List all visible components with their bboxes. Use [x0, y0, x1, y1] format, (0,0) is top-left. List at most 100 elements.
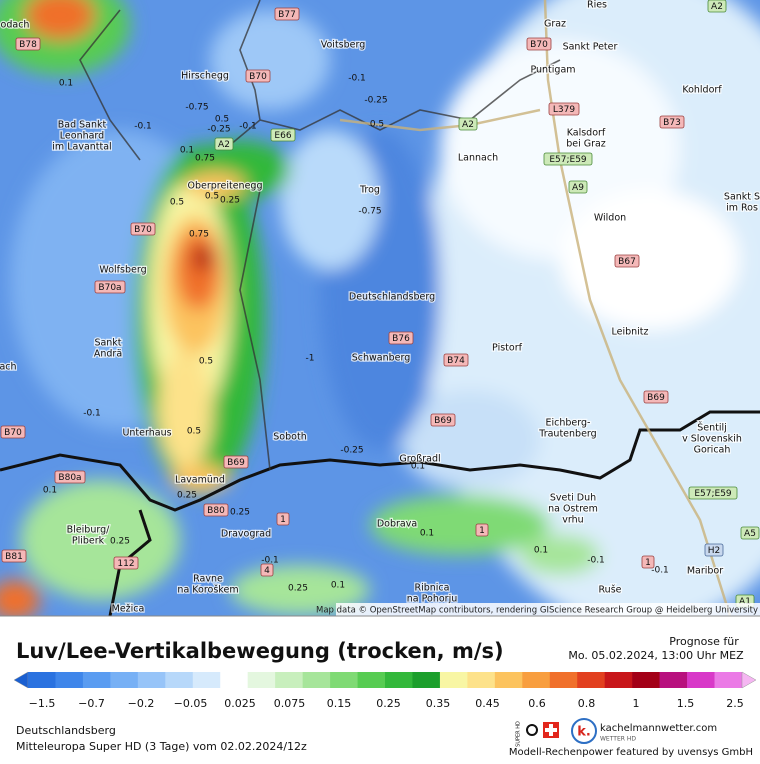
colorbar-cell	[110, 672, 139, 688]
contour-label: 0.75	[195, 154, 215, 164]
road-label: B69	[434, 416, 452, 426]
colorbar-cell	[28, 672, 56, 688]
road-label: 1	[280, 515, 286, 525]
attribution: Map data © OpenStreetMap contributors, r…	[316, 606, 758, 616]
contour-label: -0.1	[239, 122, 257, 132]
road-label: A5	[744, 529, 756, 539]
colorbar-end	[741, 671, 757, 689]
place-label: Schwanberg	[352, 353, 411, 364]
place-label: Andrä	[94, 349, 122, 360]
contour-label: 0.1	[420, 529, 434, 539]
road-label: B69	[647, 393, 665, 403]
contour-label: -0.25	[340, 446, 363, 456]
colorbar-tick: 0.25	[376, 697, 401, 710]
road-label: A2	[218, 140, 230, 150]
contour-label: 0.25	[177, 491, 197, 501]
contour-label: 0.5	[187, 427, 201, 437]
road-badge	[94, 280, 126, 294]
colorbar-cell	[714, 672, 743, 688]
place-label: Sankt	[94, 338, 121, 349]
place-label: Eichberg-	[546, 418, 591, 429]
road-label: A2	[462, 120, 474, 130]
map: odach Voitsberg Hirschegg Bad SanktLeonhard…	[0, 0, 760, 616]
road-label: B67	[618, 257, 636, 267]
colorbar-tick: 2.5	[726, 697, 744, 710]
place-label: Großradl	[399, 454, 440, 465]
road-label: B78	[19, 40, 37, 50]
road-badge	[270, 128, 296, 142]
road-badge	[214, 137, 234, 151]
road-badge	[475, 523, 489, 537]
road-badge	[443, 353, 469, 367]
colorbar-end	[13, 671, 29, 689]
place-label: Ries	[587, 0, 607, 11]
contour-label: 0.1	[331, 581, 345, 591]
place-label: Graz	[544, 19, 566, 30]
contour-label: 0.25	[220, 196, 240, 206]
road-label: B70	[530, 40, 548, 50]
place-label: Trautenberg	[538, 429, 596, 440]
colorbar-tick: 0.6	[528, 697, 546, 710]
place-label: Soboth	[273, 432, 306, 443]
place-label: Deutschlandsberg	[349, 292, 435, 303]
contour-label: 0.5	[205, 192, 219, 202]
place-label: Wildon	[594, 213, 626, 224]
place-label: im Ros	[726, 203, 758, 214]
model-run: Mitteleuropa Super HD (3 Tage) vom 02.02…	[16, 740, 307, 753]
colorbar-cell	[137, 672, 166, 688]
road-badge	[641, 555, 655, 569]
contour-label: 0.1	[411, 462, 425, 472]
colorbar-cell	[687, 672, 715, 688]
contour-label: -0.1	[134, 122, 152, 132]
road-label: E66	[274, 131, 291, 141]
colorbar-tick: 0.15	[327, 697, 352, 710]
road-badge	[276, 512, 290, 526]
place-label: Bleiburg/	[67, 525, 110, 536]
place-label: Voitsberg	[321, 40, 366, 51]
place-label: na Koroškem	[177, 585, 238, 596]
contour-label: -1	[306, 354, 315, 364]
contour-label: 0.75	[189, 230, 209, 240]
road-label: B70	[134, 225, 152, 235]
contour-label: 0.5	[170, 198, 184, 208]
colorbar-cell	[439, 672, 468, 688]
labels: odach Voitsberg Hirschegg Bad SanktLeonhard…	[0, 0, 760, 616]
colorbar-tick: 1.5	[677, 697, 695, 710]
colorbar-tick: 0.45	[475, 697, 500, 710]
road-label: 4	[264, 566, 270, 576]
contour-label: 0.25	[110, 537, 130, 547]
place-label: vrhu	[562, 515, 583, 526]
colorbar-cell	[192, 672, 221, 688]
road-badge	[223, 455, 249, 469]
contour-label: 0.1	[180, 146, 194, 156]
road-badge	[688, 486, 738, 500]
colorbar-cell	[412, 672, 441, 688]
place-label: Šentilj	[697, 422, 727, 434]
road-badge	[430, 413, 456, 427]
colorbar-cell	[275, 672, 303, 688]
road-label: B80	[207, 506, 225, 516]
road-badge	[704, 543, 724, 557]
road-label: L379	[553, 105, 575, 115]
site: kachelmannwetter.com	[600, 723, 717, 734]
colorbar-cell	[385, 672, 413, 688]
road-badge	[740, 526, 760, 540]
colorbar-cell	[330, 672, 358, 688]
country-border	[108, 509, 152, 616]
contour-label: -0.25	[364, 96, 387, 106]
road-badge	[0, 425, 26, 439]
place-label: Lannach	[458, 153, 498, 164]
colorbar-cell	[82, 672, 111, 688]
road-label: A2	[711, 2, 723, 12]
colorbar-cell	[467, 672, 496, 688]
place-label: Ribnica	[415, 583, 450, 594]
swiss-cross	[545, 724, 557, 736]
place-label: Sveti Duh	[550, 493, 596, 504]
place-label: Leonhard	[60, 131, 104, 142]
attribution-bg	[336, 603, 760, 616]
place-label: na Pohorju	[407, 594, 457, 605]
place-label: Pliberk	[72, 536, 105, 547]
place-label: Maribor	[687, 566, 723, 577]
road-label: B76	[392, 334, 410, 344]
place-label: ach	[0, 362, 17, 373]
